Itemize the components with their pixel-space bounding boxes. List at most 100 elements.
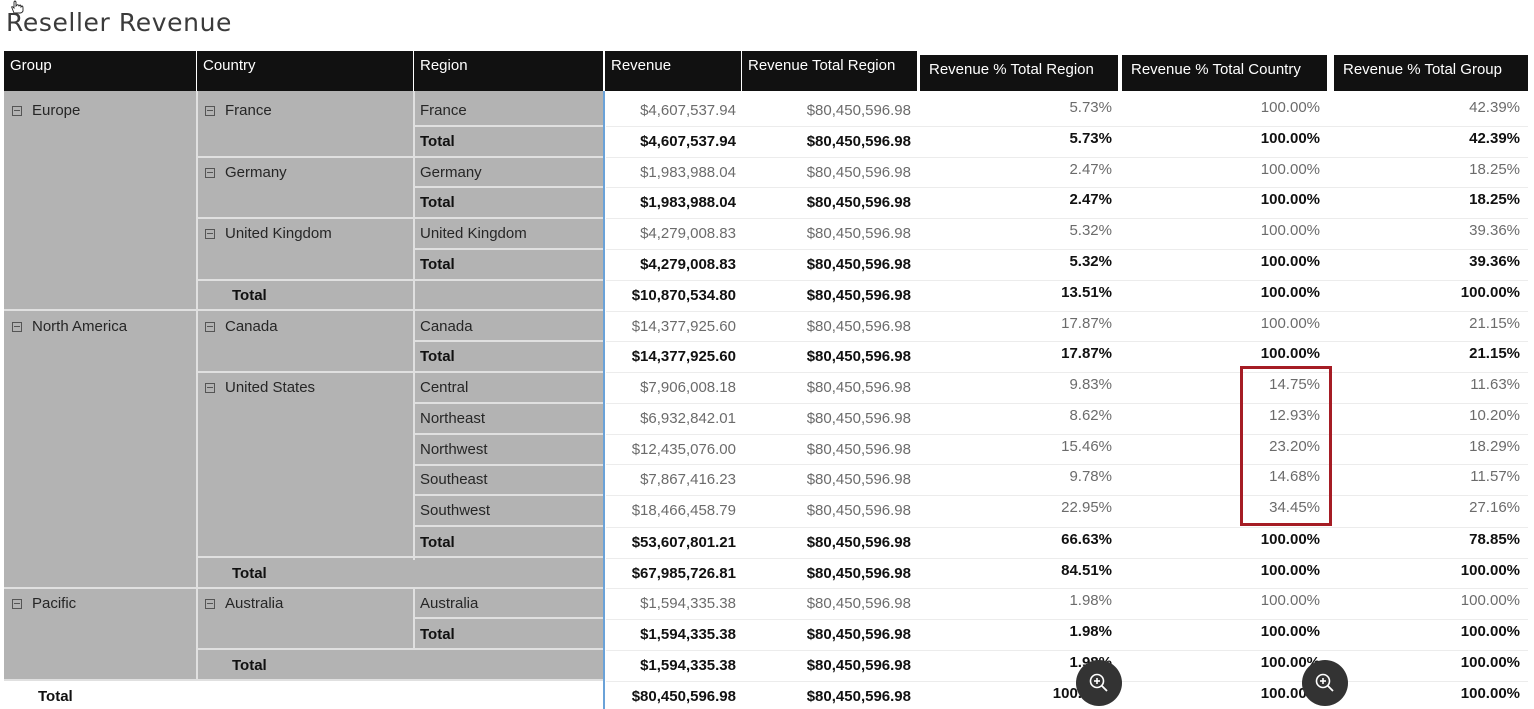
collapse-icon[interactable] xyxy=(205,168,215,178)
pct-total-region-cell: 17.87% xyxy=(1061,315,1112,332)
header-revenue-pct-total-region[interactable]: Revenue % Total Region xyxy=(920,55,1118,91)
country-row-header-canada[interactable]: Canada xyxy=(205,317,278,337)
pct-total-group-cell: 21.15% xyxy=(1469,345,1520,362)
subtotal-label: Total xyxy=(420,534,455,551)
revenue-cell: $80,450,596.98 xyxy=(631,688,736,705)
revenue-cell: $4,279,008.83 xyxy=(640,256,736,273)
revenue-cell: $14,377,925.60 xyxy=(631,348,736,365)
collapse-icon[interactable] xyxy=(12,599,22,609)
group-row-header-europe[interactable]: Europe xyxy=(12,101,80,121)
pct-total-group-cell: 18.25% xyxy=(1469,161,1520,178)
pct-total-region-cell: 1.98% xyxy=(1069,623,1112,640)
zoom-in-icon xyxy=(1315,673,1334,692)
pct-total-country-cell: 100.00% xyxy=(1260,623,1320,640)
pct-total-region-cell: 2.47% xyxy=(1069,191,1112,208)
pct-total-group-cell: 18.25% xyxy=(1469,191,1520,208)
pct-total-group-cell: 100.00% xyxy=(1460,623,1520,640)
revenue-cell: $1,594,335.38 xyxy=(640,657,736,674)
header-region[interactable]: Region xyxy=(414,51,603,91)
country-column-divider xyxy=(413,91,415,310)
region-row-header: France xyxy=(420,102,467,119)
pct-total-country-cell: 100.00% xyxy=(1260,222,1320,239)
header-country[interactable]: Country xyxy=(197,51,413,91)
pct-total-group-cell: 39.36% xyxy=(1469,222,1520,239)
header-revenue-pct-total-country[interactable]: Revenue % Total Country xyxy=(1122,55,1327,91)
subtotal-label: Total xyxy=(420,348,455,365)
hand-cursor-icon xyxy=(11,0,24,14)
revenue-cell: $7,867,416.23 xyxy=(640,471,736,488)
revenue-cell: $14,377,925.60 xyxy=(631,318,736,335)
pct-total-group-cell: 100.00% xyxy=(1460,284,1520,301)
header-revenue-total-region[interactable]: Revenue Total Region xyxy=(742,51,917,91)
country-row-header-united-states[interactable]: United States xyxy=(205,378,315,398)
collapse-icon[interactable] xyxy=(205,383,215,393)
revenue-cell: $67,985,726.81 xyxy=(631,565,736,582)
pct-total-country-cell: 34.45% xyxy=(1269,499,1320,516)
pct-total-group-cell: 18.29% xyxy=(1469,438,1520,455)
pct-total-group-cell: 100.00% xyxy=(1460,592,1520,609)
pct-total-group-cell: 100.00% xyxy=(1460,654,1520,671)
country-row-header-united-kingdom[interactable]: United Kingdom xyxy=(205,224,332,244)
pct-total-group-cell: 11.57% xyxy=(1470,468,1520,485)
revenue-cell: $7,906,008.18 xyxy=(640,379,736,396)
frozen-column-divider xyxy=(603,91,605,709)
group-row-header-pacific[interactable]: Pacific xyxy=(12,594,76,614)
pct-total-group-cell: 42.39% xyxy=(1469,99,1520,116)
region-row-header: Southeast xyxy=(420,471,488,488)
pct-total-region-cell: 15.46% xyxy=(1061,438,1112,455)
zoom-button[interactable] xyxy=(1076,660,1122,706)
revenue-cell: $12,435,076.00 xyxy=(631,441,736,458)
revenue-total-region-cell: $80,450,596.98 xyxy=(806,471,911,488)
revenue-total-region-cell: $80,450,596.98 xyxy=(806,565,911,582)
pct-total-group-cell: 27.16% xyxy=(1469,499,1520,516)
header-revenue[interactable]: Revenue xyxy=(605,51,741,91)
pct-total-region-cell: 66.63% xyxy=(1061,531,1112,548)
pct-total-region-cell: 17.87% xyxy=(1061,345,1112,362)
row-headers-area xyxy=(4,91,604,680)
region-row-header: Australia xyxy=(420,595,479,612)
revenue-total-region-cell: $80,450,596.98 xyxy=(806,194,911,211)
collapse-icon[interactable] xyxy=(205,106,215,116)
region-row-header: Central xyxy=(420,379,469,396)
collapse-icon[interactable] xyxy=(205,229,215,239)
revenue-cell: $4,279,008.83 xyxy=(640,225,736,242)
country-row-header-france[interactable]: France xyxy=(205,101,272,121)
collapse-icon[interactable] xyxy=(12,322,22,332)
revenue-cell: $4,607,537.94 xyxy=(640,133,736,150)
header-revenue-pct-total-group[interactable]: Revenue % Total Group xyxy=(1334,55,1528,91)
collapse-icon[interactable] xyxy=(205,599,215,609)
revenue-total-region-cell: $80,450,596.98 xyxy=(806,287,911,304)
pct-total-country-cell: 14.68% xyxy=(1269,468,1320,485)
revenue-total-region-cell: $80,450,596.98 xyxy=(806,133,911,150)
revenue-total-region-cell: $80,450,596.98 xyxy=(806,225,911,242)
pct-total-country-cell: 100.00% xyxy=(1260,130,1320,147)
revenue-cell: $53,607,801.21 xyxy=(631,534,736,551)
highlight-box xyxy=(1240,366,1332,526)
revenue-total-region-cell: $80,450,596.98 xyxy=(806,256,911,273)
revenue-total-region-cell: $80,450,596.98 xyxy=(806,318,911,335)
pct-total-country-cell: 100.00% xyxy=(1260,685,1320,702)
zoom-button[interactable] xyxy=(1302,660,1348,706)
subtotal-label: Total xyxy=(420,133,455,150)
group-row-header-north-america[interactable]: North America xyxy=(12,317,127,337)
revenue-cell: $1,594,335.38 xyxy=(640,595,736,612)
country-row-header-australia[interactable]: Australia xyxy=(205,594,283,614)
pct-total-region-cell: 84.51% xyxy=(1061,562,1112,579)
collapse-icon[interactable] xyxy=(205,322,215,332)
country-row-header-germany[interactable]: Germany xyxy=(205,163,287,183)
subtotal-label: Total xyxy=(420,194,455,211)
group-total-label: Total xyxy=(232,565,267,582)
pct-total-region-cell: 5.32% xyxy=(1069,222,1112,239)
pct-total-country-cell: 100.00% xyxy=(1260,345,1320,362)
revenue-total-region-cell: $80,450,596.98 xyxy=(806,595,911,612)
header-group[interactable]: Group xyxy=(4,51,196,91)
region-row-header: Canada xyxy=(420,318,473,335)
collapse-icon[interactable] xyxy=(12,106,22,116)
revenue-total-region-cell: $80,450,596.98 xyxy=(806,688,911,705)
revenue-total-region-cell: $80,450,596.98 xyxy=(806,348,911,365)
pct-total-group-cell: 100.00% xyxy=(1460,685,1520,702)
pct-total-group-cell: 21.15% xyxy=(1469,315,1520,332)
group-column-divider xyxy=(196,91,198,680)
pct-total-country-cell: 100.00% xyxy=(1260,654,1320,671)
region-row-header: United Kingdom xyxy=(420,225,527,242)
